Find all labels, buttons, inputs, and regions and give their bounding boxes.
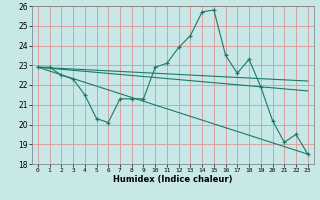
X-axis label: Humidex (Indice chaleur): Humidex (Indice chaleur) <box>113 175 233 184</box>
